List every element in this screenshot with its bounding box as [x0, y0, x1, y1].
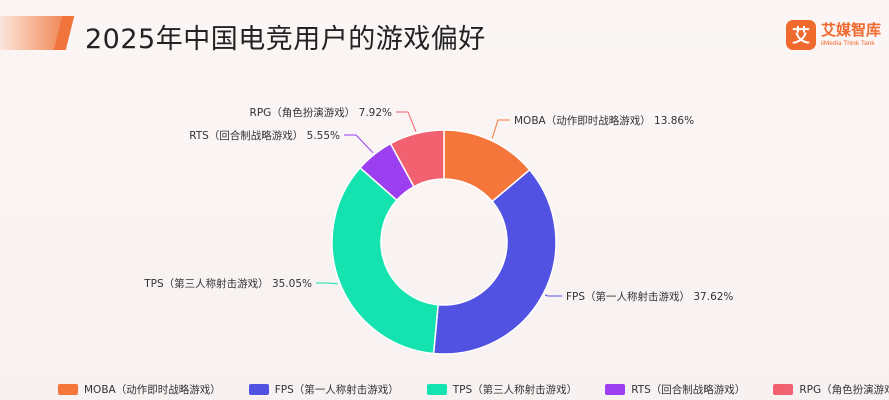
- logo-mark-icon: 艾: [785, 20, 816, 50]
- slice-label: RPG（角色扮演游戏） 7.92%: [250, 106, 392, 119]
- legend-item: MOBA（动作即时战略游戏）: [58, 382, 221, 397]
- logo-name-en: iiMedia Think Tank: [820, 40, 875, 47]
- slice-label: RTS（回合制战略游戏） 5.55%: [189, 129, 340, 142]
- leader-line: [396, 111, 417, 132]
- legend-item: TPS（第三人称射击游戏）: [426, 382, 578, 397]
- legend-item: RTS（回合制战略游戏）: [605, 382, 745, 397]
- donut-slice: [389, 129, 445, 188]
- slice-label: TPS（第三人称射击游戏） 35.05%: [143, 277, 312, 290]
- leader-line: [316, 282, 339, 285]
- legend-swatch: [58, 383, 78, 395]
- legend-item: RPG（角色扮演游戏）: [773, 382, 889, 397]
- chart-legend: MOBA（动作即时战略游戏） FPS（第一人称射击游戏） TPS（第三人称射击游戏）…: [58, 381, 889, 397]
- leader-line: [491, 119, 510, 139]
- legend-item: FPS（第一人称射击游戏）: [248, 382, 399, 397]
- slice-label: MOBA（动作即时战略游戏） 13.86%: [514, 114, 694, 127]
- legend-label: RTS（回合制战略游戏）: [631, 383, 746, 396]
- legend-swatch: [773, 383, 794, 395]
- legend-label: MOBA（动作即时战略游戏）: [84, 383, 221, 396]
- page-title: 2025年中国电竞用户的游戏偏好: [85, 24, 486, 55]
- leader-line: [344, 134, 374, 154]
- legend-swatch: [605, 383, 626, 395]
- legend-label: RPG（角色扮演游戏）: [799, 383, 889, 396]
- legend-label: TPS（第三人称射击游戏）: [452, 383, 578, 396]
- brand-logo: 艾 艾媒智库 iiMedia Think Tank: [785, 20, 881, 50]
- leader-line: [544, 294, 562, 297]
- slice-label: FPS（第一人称射击游戏） 37.62%: [566, 290, 733, 303]
- donut-slice: [432, 168, 557, 355]
- logo-name-cn: 艾媒智库: [820, 21, 881, 39]
- donut-slice: [331, 166, 439, 355]
- legend-swatch: [426, 383, 447, 395]
- legend-label: FPS（第一人称射击游戏）: [274, 383, 399, 396]
- legend-swatch: [248, 383, 269, 395]
- logo-text: 艾媒智库 iiMedia Think Tank: [821, 22, 881, 48]
- header-accent-bar: [0, 16, 62, 50]
